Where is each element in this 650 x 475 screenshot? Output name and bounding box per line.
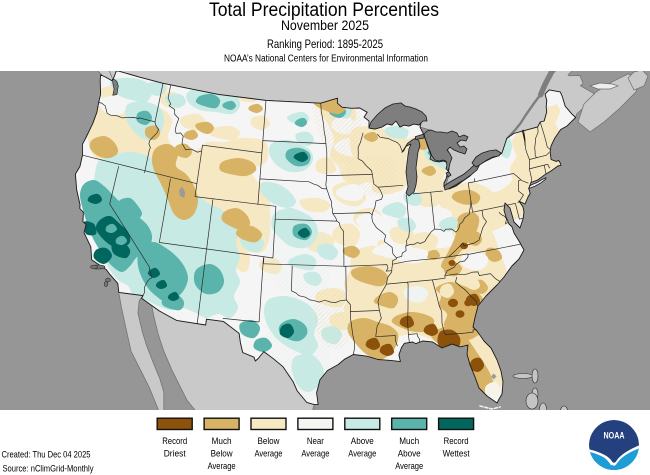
svg-text:Source: nClimGrid-Monthly: Source: nClimGrid-Monthly (3, 464, 94, 474)
svg-text:Record: Record (444, 436, 469, 446)
svg-text:Average: Average (301, 449, 329, 459)
svg-text:Average: Average (208, 461, 236, 471)
svg-text:Average: Average (255, 449, 283, 459)
svg-text:November 2025: November 2025 (281, 18, 369, 33)
svg-text:Average: Average (348, 449, 376, 459)
svg-text:Near: Near (307, 436, 324, 446)
svg-text:Much: Much (399, 436, 419, 446)
svg-text:Above: Above (398, 449, 421, 459)
svg-text:Driest: Driest (164, 449, 186, 459)
svg-text:Below: Below (258, 436, 280, 446)
svg-text:Much: Much (212, 436, 232, 446)
svg-text:NOAA’s National Centers for En: NOAA’s National Centers for Environmenta… (224, 54, 428, 65)
svg-text:Average: Average (395, 461, 423, 471)
svg-text:Ranking Period: 1895-2025: Ranking Period: 1895-2025 (267, 37, 383, 51)
svg-text:Wettest: Wettest (443, 449, 470, 459)
svg-text:NOAA: NOAA (604, 431, 626, 441)
svg-text:Record: Record (162, 436, 187, 446)
svg-text:Created: Thu Dec 04 2025: Created: Thu Dec 04 2025 (2, 450, 91, 460)
svg-text:Above: Above (351, 436, 374, 446)
svg-text:Below: Below (211, 449, 233, 459)
svg-text:Total Precipitation Percentile: Total Precipitation Percentiles (209, 0, 439, 21)
